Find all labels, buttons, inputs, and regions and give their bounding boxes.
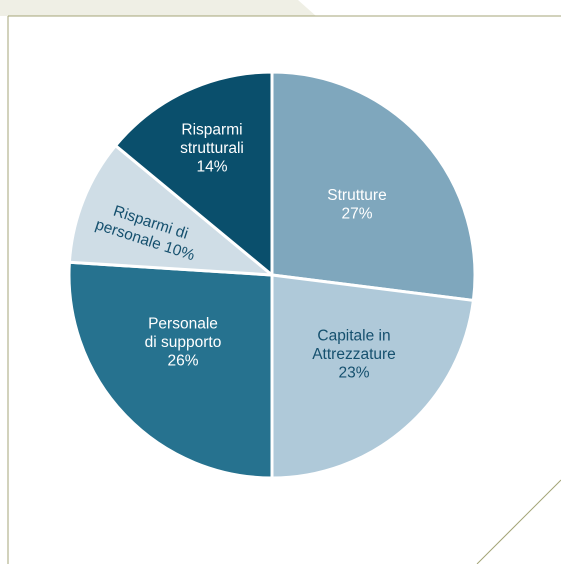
pie-label-line: Risparmi <box>181 122 242 139</box>
pie-label-line: di supporto <box>145 334 222 351</box>
header-tab <box>0 0 316 16</box>
pie-label-3: Personale di supporto 26% <box>145 316 222 370</box>
pie-slice-1 <box>270 70 477 302</box>
pie-slice-3 <box>67 260 274 480</box>
pie-label-5: Risparmi strutturali 14% <box>180 122 244 176</box>
pie-label-1: Strutture 27% <box>327 187 386 223</box>
pie-label-line: Attrezzature <box>312 346 396 363</box>
pie-label-line: strutturali <box>180 140 244 157</box>
panel-corner-cut <box>476 479 561 564</box>
pie-label-line: Capitale in <box>317 328 390 345</box>
pie-label-line: 26% <box>167 353 198 370</box>
pie-label-line: 27% <box>341 205 372 222</box>
pie-slice-5 <box>114 70 274 277</box>
pie-label-2: Capitale in Attrezzature 23% <box>312 328 396 382</box>
pie-slices <box>67 70 477 480</box>
pie-slice-4 <box>67 144 274 277</box>
pie-label-line: Personale <box>148 316 218 333</box>
pie-slice-2 <box>270 273 475 480</box>
pie-label-line: 23% <box>338 365 369 382</box>
pie-label-line: Strutture <box>327 187 386 204</box>
pie-label-line: 14% <box>196 159 227 176</box>
